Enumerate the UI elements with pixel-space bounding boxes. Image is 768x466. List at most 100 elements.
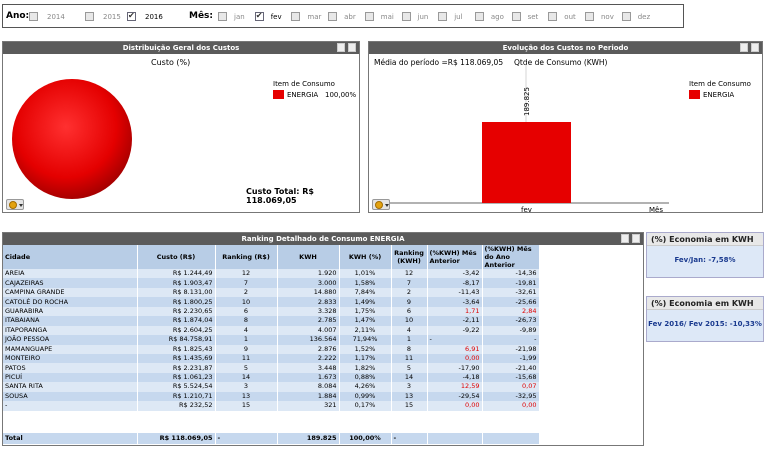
month-option-label[interactable]: out xyxy=(564,13,576,21)
total-cell: - xyxy=(391,433,428,444)
year-option-label[interactable]: 2014 xyxy=(47,13,65,21)
table-cell: 1,47% xyxy=(339,316,392,326)
total-cell xyxy=(482,433,540,444)
month-option-label[interactable]: dez xyxy=(637,13,651,21)
table-cell: 3 xyxy=(391,382,428,392)
table-cell: 6,91 xyxy=(427,344,483,354)
table-row[interactable]: CAMPINA GRANDE R$ 8.131,00 2 14.880 7,84% 2 -1… xyxy=(3,287,540,298)
month-option-label[interactable]: abr xyxy=(344,13,356,21)
table-cell: AREIA xyxy=(3,269,138,279)
table-cell: 6 xyxy=(215,306,278,317)
chart-menu-button[interactable] xyxy=(372,199,390,210)
total-table: Total R$ 118.069,05-189.825 100,00% - xyxy=(3,433,540,444)
table-cell: CAJAZEIRAS xyxy=(3,278,138,288)
month-checkbox-4[interactable] xyxy=(364,12,374,21)
table-row[interactable]: JOÃO PESSOA R$ 84.758,91 1 136.564 71,94% 1- - xyxy=(3,335,540,345)
table-cell: -4,18 xyxy=(427,372,483,383)
table-cell: ITABAIANA xyxy=(3,316,138,326)
export-icon[interactable] xyxy=(740,43,748,52)
table-cell: 10 xyxy=(391,316,428,326)
table-row[interactable]: MAMANGUAPE R$ 1.825,43 9 2.876 1,52% 8 6,91 -21… xyxy=(3,344,540,354)
column-header[interactable]: (%KWH) Mês do Ano Anterior xyxy=(482,245,540,269)
table-cell: -25,66 xyxy=(482,297,540,307)
maximize-icon[interactable] xyxy=(632,234,640,243)
month-option-label[interactable]: fev xyxy=(270,13,282,21)
table-cell: 13 xyxy=(215,391,278,402)
table-cell: 0,00 xyxy=(427,353,483,364)
column-header[interactable]: KWH (%) xyxy=(339,245,392,269)
table-cell: 11 xyxy=(215,353,278,364)
year-option-label[interactable]: 2016 xyxy=(145,13,163,21)
table-row[interactable]: ITAPORANGA R$ 2.604,25 4 4.007 2,11% 4 -9,22 -9… xyxy=(3,325,540,336)
table-row[interactable]: PATOS R$ 2.231,87 5 3.448 1,82% 5 -17,90 -21,40 xyxy=(3,363,540,373)
month-option-label[interactable]: mai xyxy=(380,13,394,21)
table-row[interactable]: PICUÍ R$ 1.061,23 14 1.673 0,88% 14 -4,18 -15,6… xyxy=(3,372,540,383)
month-checkbox-3[interactable] xyxy=(328,12,338,21)
table-cell: 1,58% xyxy=(339,278,392,288)
table-cell: 7,84% xyxy=(339,287,392,298)
month-checkbox-9[interactable] xyxy=(548,12,558,21)
column-header[interactable]: KWH xyxy=(277,245,340,269)
month-option-label[interactable]: jun xyxy=(417,13,429,21)
year-option-label[interactable]: 2015 xyxy=(103,13,121,21)
table-cell: R$ 1.903,47 xyxy=(137,278,216,288)
maximize-icon[interactable] xyxy=(751,43,759,52)
table-row[interactable]: MONTEIRO R$ 1.435,69 11 2.222 1,17% 11 0,00 -1,… xyxy=(3,353,540,364)
export-icon[interactable] xyxy=(621,234,629,243)
month-option-label[interactable]: ago xyxy=(490,13,504,21)
table-row[interactable]: ITABAIANA R$ 1.874,04 8 2.785 1,47% 10 -2,11 -2… xyxy=(3,316,540,326)
table-row[interactable]: CAJAZEIRAS R$ 1.903,47 7 3.000 1,58% 7 -8,17 -1… xyxy=(3,278,540,288)
table-cell: 2,11% xyxy=(339,325,392,336)
ranking-table: Cidade Custo (R$) Ranking (R$) KWH KWH (%) Ra… xyxy=(3,245,540,411)
table-cell: 1.673 xyxy=(277,372,340,383)
export-icon[interactable] xyxy=(337,43,345,52)
month-checkbox-1[interactable] xyxy=(254,11,264,21)
month-checkbox-6[interactable] xyxy=(438,12,448,21)
table-row[interactable]: - R$ 232,52 15 321 0,17% 15 0,00 0,00 xyxy=(3,401,540,411)
column-header[interactable]: Ranking (R$) xyxy=(215,245,278,269)
column-header[interactable]: Cidade xyxy=(3,245,138,269)
year-checkbox-2[interactable] xyxy=(127,11,136,21)
table-row[interactable]: SANTA RITA R$ 5.524,54 3 8.084 4,26% 3 12,59 0,… xyxy=(3,382,540,392)
table-cell: 9 xyxy=(215,344,278,354)
table-cell: 4,26% xyxy=(339,382,392,392)
table-row[interactable]: SOUSA R$ 1.210,71 13 1.884 0,99% 13 -29,54 -32,… xyxy=(3,391,540,402)
table-cell: 2.222 xyxy=(277,353,340,364)
chart-menu-button[interactable] xyxy=(6,199,24,210)
table-cell: GUARABIRA xyxy=(3,306,138,317)
table-cell: 10 xyxy=(215,297,278,307)
month-checkbox-7[interactable] xyxy=(474,12,484,21)
month-option-label[interactable]: jul xyxy=(454,13,463,21)
maximize-icon[interactable] xyxy=(348,43,356,52)
month-checkbox-8[interactable] xyxy=(511,12,521,21)
column-header[interactable]: (%KWH) Mês Anterior xyxy=(427,245,483,269)
month-checkbox-0[interactable] xyxy=(218,12,227,21)
filter-bar: Ano: 2014 2015 2016 Mês: jan fev mar abr mai ju… xyxy=(2,4,684,28)
total-cell: Total xyxy=(3,433,138,444)
month-option-label[interactable]: set xyxy=(527,13,539,21)
month-option-label[interactable]: mar xyxy=(307,13,322,21)
table-cell: 2,84 xyxy=(482,306,540,317)
month-checkbox-11[interactable] xyxy=(621,12,631,21)
month-checkbox-5[interactable] xyxy=(401,12,411,21)
table-cell: 1 xyxy=(215,335,278,345)
year-checkbox-1[interactable] xyxy=(85,12,94,21)
table-cell: 0,88% xyxy=(339,372,392,383)
month-option-label[interactable]: jan xyxy=(234,13,245,21)
column-header[interactable]: Custo (R$) xyxy=(137,245,216,269)
table-cell: -9,89 xyxy=(482,325,540,336)
year-checkbox-0[interactable] xyxy=(29,12,38,21)
table-row[interactable]: GUARABIRA R$ 2.230,65 6 3.328 1,75% 6 1,71 2,84 xyxy=(3,306,540,317)
legend-swatch xyxy=(689,90,700,99)
table-row[interactable]: CATOLÉ DO ROCHA R$ 1.800,25 10 2.833 1,49% 9-… xyxy=(3,297,540,307)
table-cell: R$ 8.131,00 xyxy=(137,287,216,298)
table-cell: R$ 1.800,25 xyxy=(137,297,216,307)
table-row[interactable]: AREIA R$ 1.244,49 12 1.920 1,01% 12 -3,42 -14,3… xyxy=(3,269,540,279)
month-option-label[interactable]: nov xyxy=(601,13,614,21)
legend-item: ENERGIA xyxy=(703,91,735,99)
table-cell: R$ 84.758,91 xyxy=(137,335,216,345)
table-cell: 14 xyxy=(391,372,428,383)
month-checkbox-10[interactable] xyxy=(585,12,594,21)
month-checkbox-2[interactable] xyxy=(291,12,301,21)
column-header[interactable]: Ranking (KWH) xyxy=(391,245,428,269)
